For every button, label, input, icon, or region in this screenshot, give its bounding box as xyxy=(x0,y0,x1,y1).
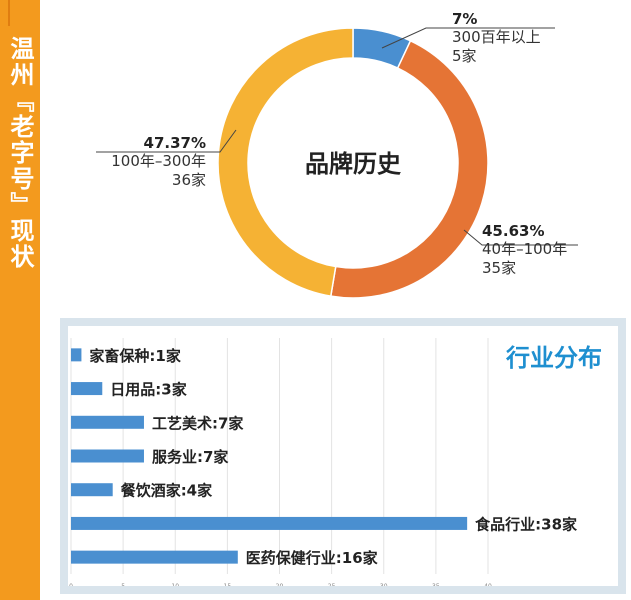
bar-value-label: 服务业:7家 xyxy=(152,448,228,466)
bar-value-label: 餐饮酒家:4家 xyxy=(121,482,212,500)
bar-value-label: 日用品:3家 xyxy=(110,381,186,399)
slice-count-label: 35家 xyxy=(482,259,517,277)
x-tick-label: 20 xyxy=(276,583,284,586)
slice-percent-label: 47.37% xyxy=(143,134,206,152)
slice-category-label: 100年–300年 xyxy=(111,152,206,170)
bar-chart-title: 行业分布 xyxy=(506,344,602,372)
leader-line-300-years xyxy=(381,27,555,49)
callout-300-years: 7% 300百年以上 5家 xyxy=(452,10,541,66)
slice-category-label: 40年–100年 xyxy=(482,240,568,258)
donut-svg: 品牌历史 xyxy=(96,27,578,299)
bar-value-label: 食品行业:38家 xyxy=(475,515,577,533)
slice-count-label: 5家 xyxy=(452,47,477,65)
bar-value-label: 家畜保种:1家 xyxy=(89,347,180,365)
bar-value-label: 医药保健行业:16家 xyxy=(246,549,378,567)
bar-4 xyxy=(71,483,113,497)
x-tick-label: 35 xyxy=(432,583,440,586)
leader-line-100-300-years xyxy=(96,129,237,153)
x-tick-label: 25 xyxy=(328,583,336,586)
bar-value-label: 工艺美术:7家 xyxy=(152,414,243,432)
bar-2 xyxy=(71,415,144,429)
x-tick-label: 0 xyxy=(69,583,73,586)
x-tick-label: 10 xyxy=(171,583,179,586)
callout-40-100-years: 45.63% 40年–100年 35家 xyxy=(482,222,567,278)
bar-5 xyxy=(71,516,468,530)
bar-0 xyxy=(71,348,82,362)
banner-accent-line xyxy=(8,0,10,26)
slice-percent-label: 45.63% xyxy=(482,222,545,240)
bar-3 xyxy=(71,449,144,463)
donut-center-title: 品牌历史 xyxy=(305,150,402,178)
x-tick-label: 30 xyxy=(380,583,388,586)
donut-chart: 品牌历史 7% 300百年以上 5家 45.63% 40年–100年 35家 4… xyxy=(60,0,631,310)
side-title: 温州『老字号』现状 xyxy=(6,36,34,270)
slice-count-label: 36家 xyxy=(171,171,206,189)
bar-1 xyxy=(71,382,103,396)
x-tick-label: 40 xyxy=(484,583,492,586)
donut-slice-2 xyxy=(217,27,354,298)
slice-percent-label: 7% xyxy=(452,10,478,28)
slice-category-label: 300百年以上 xyxy=(452,28,541,46)
bar-chart-panel: 0 5 10 15 20 25 30 35 40 家畜保种:1家日用品:3家工艺美术:7家服务业:… xyxy=(60,318,626,594)
callout-100-300-years: 47.37% 100年–300年 36家 xyxy=(94,134,206,190)
x-tick-label: 15 xyxy=(224,583,232,586)
bar-svg: 0 5 10 15 20 25 30 35 40 家畜保种:1家日用品:3家工艺美术:7家服务业:… xyxy=(69,338,577,586)
bar-6 xyxy=(71,550,238,564)
leader-line-40-100-years xyxy=(463,229,578,246)
x-tick-label: 5 xyxy=(121,583,125,586)
bar-chart-area: 0 5 10 15 20 25 30 35 40 家畜保种:1家日用品:3家工艺美术:7家服务业:… xyxy=(68,326,618,586)
side-banner: 温州『老字号』现状 xyxy=(0,0,40,600)
